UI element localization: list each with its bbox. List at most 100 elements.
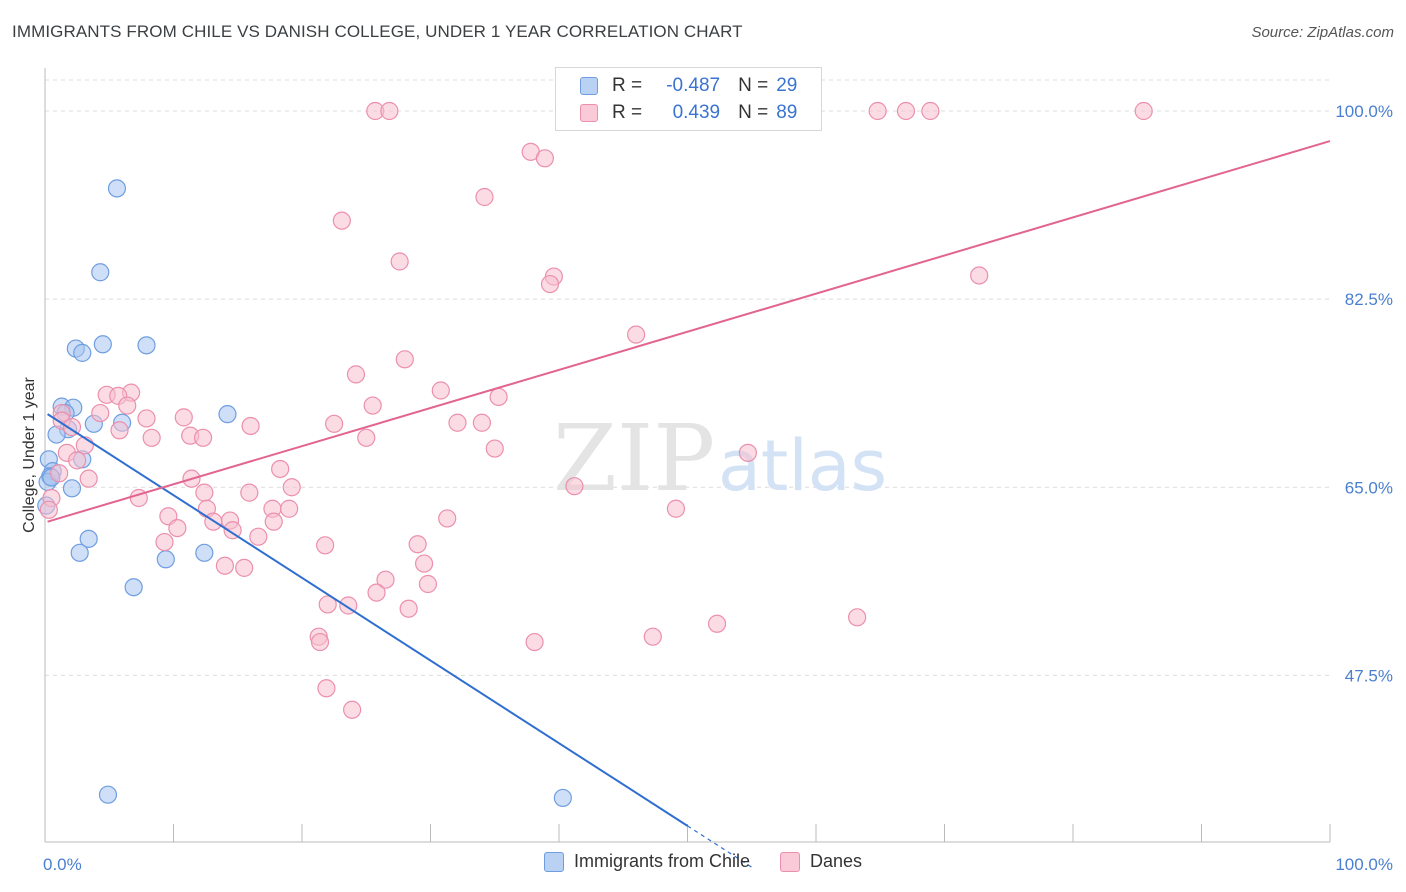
danes-point-12 <box>390 252 409 271</box>
chile-point-9 <box>218 405 237 424</box>
danes-point-48 <box>282 478 301 497</box>
grid-lines <box>45 79 1330 676</box>
danes-point-44 <box>68 451 87 470</box>
chile-point-3 <box>137 336 156 355</box>
legend-swatch-chile <box>543 851 564 872</box>
danes-point-4 <box>868 101 887 121</box>
danes-point-62 <box>223 521 242 540</box>
danes-point-41 <box>75 436 94 455</box>
danes-point-28 <box>174 408 193 427</box>
danes-point-1 <box>380 101 399 121</box>
danes-point-38 <box>193 428 213 447</box>
correlation-legend: R = -0.487 N = 29 R = 0.439 N = 89 <box>555 67 822 131</box>
danes-point-9 <box>535 149 554 168</box>
danes-point-54 <box>280 499 299 518</box>
danes-point-56 <box>666 499 686 518</box>
danes-point-24 <box>363 396 382 415</box>
danes-point-50 <box>195 483 214 502</box>
danes-point-49 <box>565 477 584 496</box>
danes-point-19 <box>431 381 450 400</box>
danes-point-66 <box>408 535 427 554</box>
danes-point-40 <box>485 439 504 458</box>
danes-point-60 <box>264 512 283 531</box>
source-label: Source: ZipAtlas.com <box>1251 24 1394 41</box>
danes-point-5 <box>896 101 916 121</box>
chart-title: IMMIGRANTS FROM CHILE VS DANISH COLLEGE,… <box>12 22 743 41</box>
legend-swatch-danes <box>780 851 800 872</box>
y-tick-label-1: 65.0% <box>1345 478 1393 497</box>
danes-point-84 <box>343 700 362 719</box>
danes-point-29 <box>241 416 260 436</box>
legend-r-value-danes: 0.439 <box>672 102 721 123</box>
chile-point-2 <box>93 335 112 354</box>
legend-n-label: N = <box>738 75 769 96</box>
y-tick-label-3: 100.0% <box>1335 102 1393 121</box>
danes-point-71 <box>376 570 395 589</box>
danes-point-30 <box>325 414 344 433</box>
danes-point-86 <box>39 500 58 519</box>
chile-trend-line <box>47 413 689 827</box>
legend-item-danes: Danes <box>780 851 862 872</box>
danes-point-31 <box>448 413 467 432</box>
danes-point-74 <box>318 595 337 614</box>
danes-point-20 <box>489 387 508 407</box>
danes-point-35 <box>110 421 129 440</box>
danes-point-10 <box>475 187 494 207</box>
danes-point-14 <box>540 274 560 294</box>
danes-point-64 <box>155 532 174 552</box>
x-tick-label-1: 100.0% <box>1335 855 1393 874</box>
danes-point-6 <box>921 101 940 121</box>
legend-swatch-danes <box>580 104 598 122</box>
danes-point-83 <box>317 679 336 698</box>
chile-point-21 <box>195 543 214 562</box>
trend-lines <box>47 140 1331 868</box>
chile-point-20 <box>70 543 89 562</box>
chile-point-18 <box>62 479 82 498</box>
danes-point-15 <box>970 266 989 285</box>
danes-point-87 <box>50 464 69 483</box>
y-axis-label: College, Under 1 year <box>21 377 38 533</box>
danes-point-18 <box>346 365 366 384</box>
y-tick-labels: 47.5% 65.0% 82.5% 100.0% <box>1335 102 1393 685</box>
danes-point-76 <box>399 599 418 618</box>
danes-point-32 <box>472 413 491 432</box>
legend-label-danes: Danes <box>810 851 863 871</box>
danes-point-46 <box>79 469 98 488</box>
danes-point-78 <box>848 608 867 627</box>
legend-item-chile: Immigrants from Chile <box>543 851 750 872</box>
danes-point-73 <box>367 583 386 602</box>
chile-point-0 <box>107 179 127 198</box>
danes-point-77 <box>707 614 727 633</box>
chile-point-24 <box>98 785 118 804</box>
danes-point-42 <box>738 443 757 462</box>
chile-point-19 <box>79 529 98 548</box>
legend-n-label: N = <box>738 102 769 123</box>
legend-r-value-chile: -0.487 <box>666 75 721 96</box>
danes-point-27 <box>137 409 156 428</box>
chile-point-1 <box>91 263 110 282</box>
watermark-atlas: atlas <box>718 425 887 507</box>
legend-r-label: R = <box>612 102 643 123</box>
chile-point-23 <box>124 578 143 597</box>
danes-point-51 <box>240 483 259 502</box>
danes-point-16 <box>626 325 646 344</box>
danes-point-68 <box>414 554 434 573</box>
danes-point-72 <box>418 574 438 594</box>
y-tick-label-0: 47.5% <box>1345 666 1393 685</box>
danes-point-69 <box>215 556 234 575</box>
series-legend: Immigrants from Chile Danes <box>0 851 1406 872</box>
series-chile-points <box>37 179 572 808</box>
legend-row-chile: R = -0.487 N = 29 <box>580 73 797 99</box>
danes-point-58 <box>438 509 457 528</box>
watermark: ZIP atlas <box>553 405 887 512</box>
danes-point-36 <box>142 428 161 447</box>
danes-point-82 <box>310 632 330 652</box>
legend-label-chile: Immigrants from Chile <box>573 851 750 871</box>
watermark-zip: ZIP <box>553 405 715 512</box>
danes-point-88 <box>118 396 137 415</box>
danes-point-65 <box>316 536 335 555</box>
danes-point-11 <box>332 211 351 230</box>
danes-point-34 <box>62 417 82 437</box>
chile-point-22 <box>156 550 175 569</box>
y-tick-label-2: 82.5% <box>1345 290 1393 309</box>
